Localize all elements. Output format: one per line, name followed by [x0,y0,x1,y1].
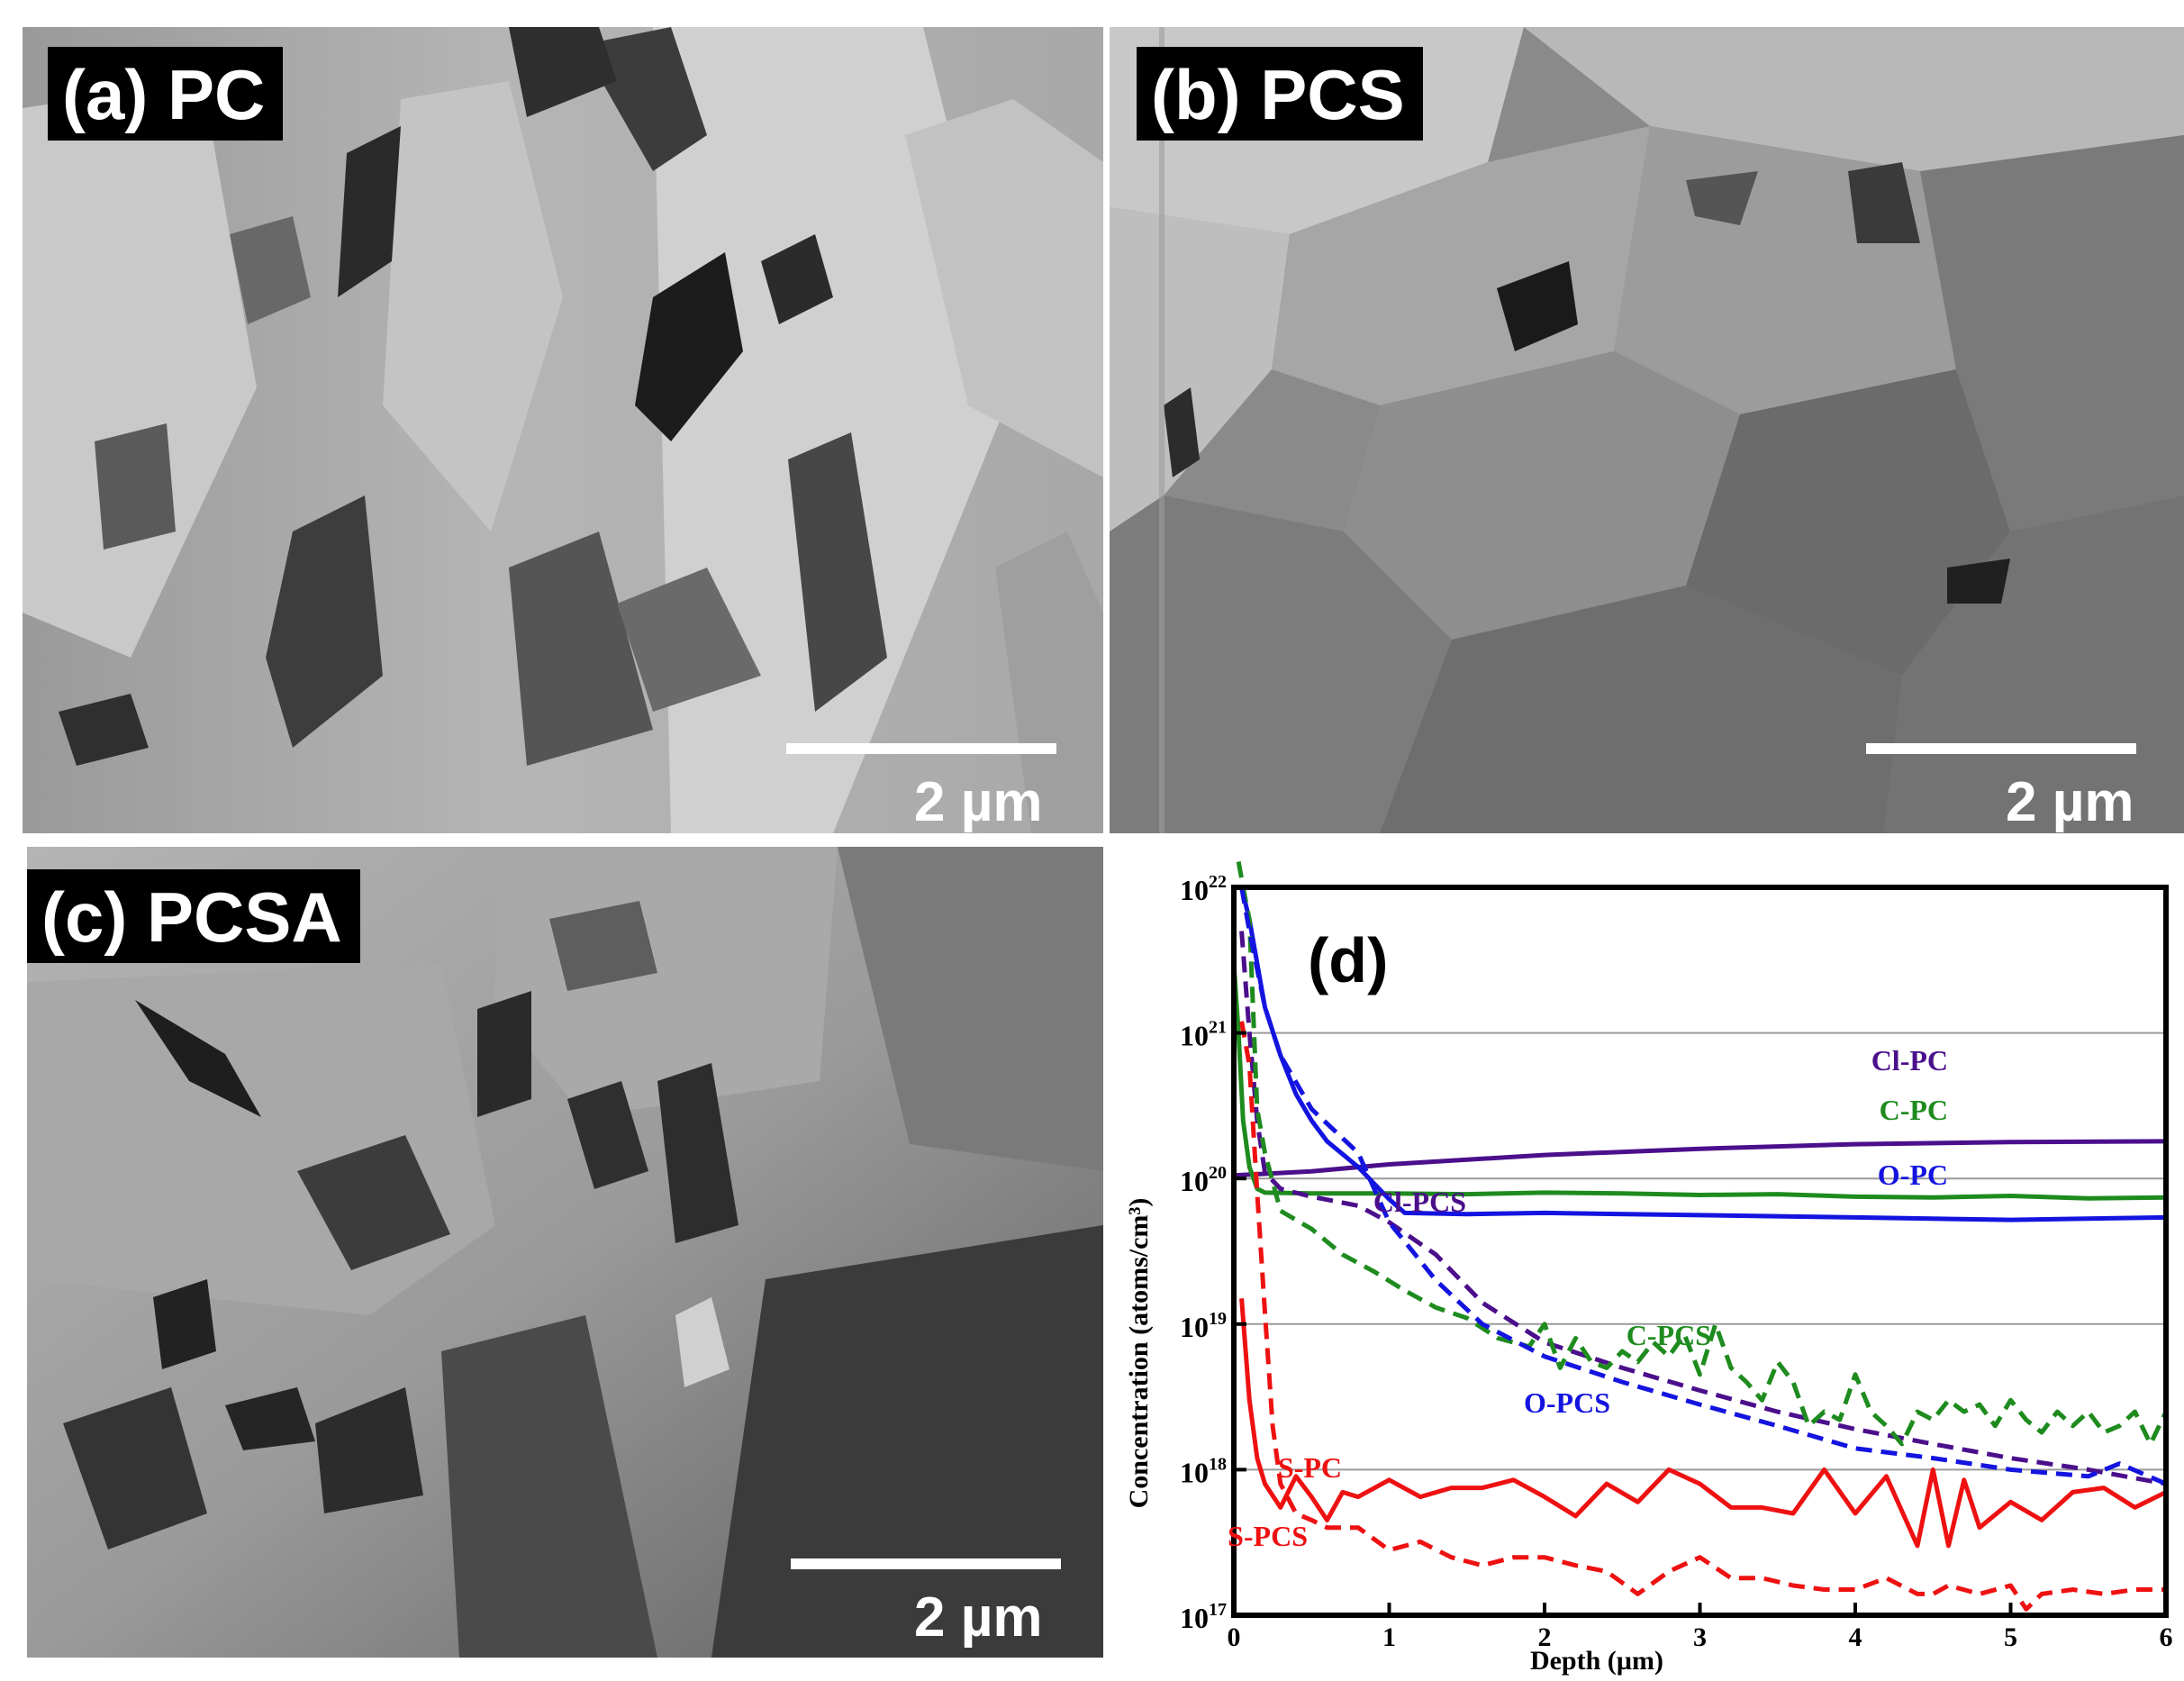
x-tick-label: 6 [2160,1622,2173,1652]
micrograph-c: (c) PCSA 2 µm [27,847,1103,1658]
scale-text-a: 2 µm [914,771,1043,833]
micrograph-a-image [23,27,1103,833]
y-tick-label: 1022 [1180,872,1227,906]
y-tick-label: 1018 [1180,1454,1227,1488]
series-line-o-pcs [1239,886,2167,1486]
label-layer: Cl-PC C-PC O-PC Cl-PCS C-PCS O-PCS S-PC S-PCS [1228,1044,1948,1552]
scale-text-c: 2 µm [914,1586,1043,1649]
series-annotation-o-pc: O-PC [1878,1159,1948,1191]
sims-depth-profile-chart: 1017 1018 1019 1020 1021 1022 0 1 2 3 4 5 6 Cl-PC C-P… [1117,842,2184,1676]
micrograph-a: (a) PC 2 µm [23,27,1103,833]
series-annotation-o-pcs: O-PCS [1524,1386,1610,1419]
x-tick-label: 4 [1849,1622,1862,1652]
y-tick-label: 1020 [1180,1163,1227,1197]
micrograph-b: (b) PCS 2 µm [1110,27,2184,833]
panel-label-c: (c) PCSA [27,869,360,963]
y-tick-label: 1019 [1180,1309,1227,1343]
series-annotation-s-pc: S-PC [1278,1451,1342,1484]
x-tick-label: 0 [1228,1622,1241,1652]
x-tick-label: 1 [1382,1622,1396,1652]
scale-bar-a [786,743,1056,754]
plot-frame [1231,885,2169,1618]
series-annotation-c-pc: C-PC [1880,1094,1948,1126]
series-layer [1231,861,2169,1612]
y-tick-label: 1021 [1180,1018,1227,1052]
y-axis-label: Concentration (atoms/cm³) [1124,1198,1154,1509]
x-tick-label: 5 [2004,1622,2017,1652]
series-annotation-cl-pc: Cl-PC [1871,1044,1948,1077]
panel-label-d: (d) [1308,925,1388,995]
panel-label-b: (b) PCS [1137,47,1423,141]
panel-label-a: (a) PC [48,47,284,141]
series-annotation-cl-pcs: Cl-PCS [1373,1186,1466,1218]
micrograph-c-image [27,847,1103,1658]
micrograph-b-image [1110,27,2184,833]
series-line-s-pc [1239,1298,2168,1549]
y-tick-label: 1017 [1180,1600,1227,1634]
chart-svg: 1017 1018 1019 1020 1021 1022 0 1 2 3 4 5 6 Cl-PC C-P… [1124,861,2173,1676]
x-axis-label: Depth (µm) [1530,1646,1663,1676]
series-annotation-c-pcs: C-PCS [1627,1319,1711,1351]
series-line-cl-pcs [1239,931,2167,1486]
x-tick-label: 2 [1538,1622,1552,1652]
scale-bar-b [1866,743,2136,754]
scale-bar-c [791,1558,1061,1569]
scale-text-b: 2 µm [2006,771,2134,833]
tick-layer: 1017 1018 1019 1020 1021 1022 0 1 2 3 4 5 6 [1180,872,2173,1652]
series-annotation-s-pcs: S-PCS [1228,1520,1308,1552]
x-tick-label: 3 [1693,1622,1707,1652]
series-line-c-pcs [1236,861,2169,1447]
series-line-s-pcs [1239,1021,2166,1612]
series-line-cl-pc [1233,1139,2167,1178]
series-line-c-pc [1231,963,2167,1201]
